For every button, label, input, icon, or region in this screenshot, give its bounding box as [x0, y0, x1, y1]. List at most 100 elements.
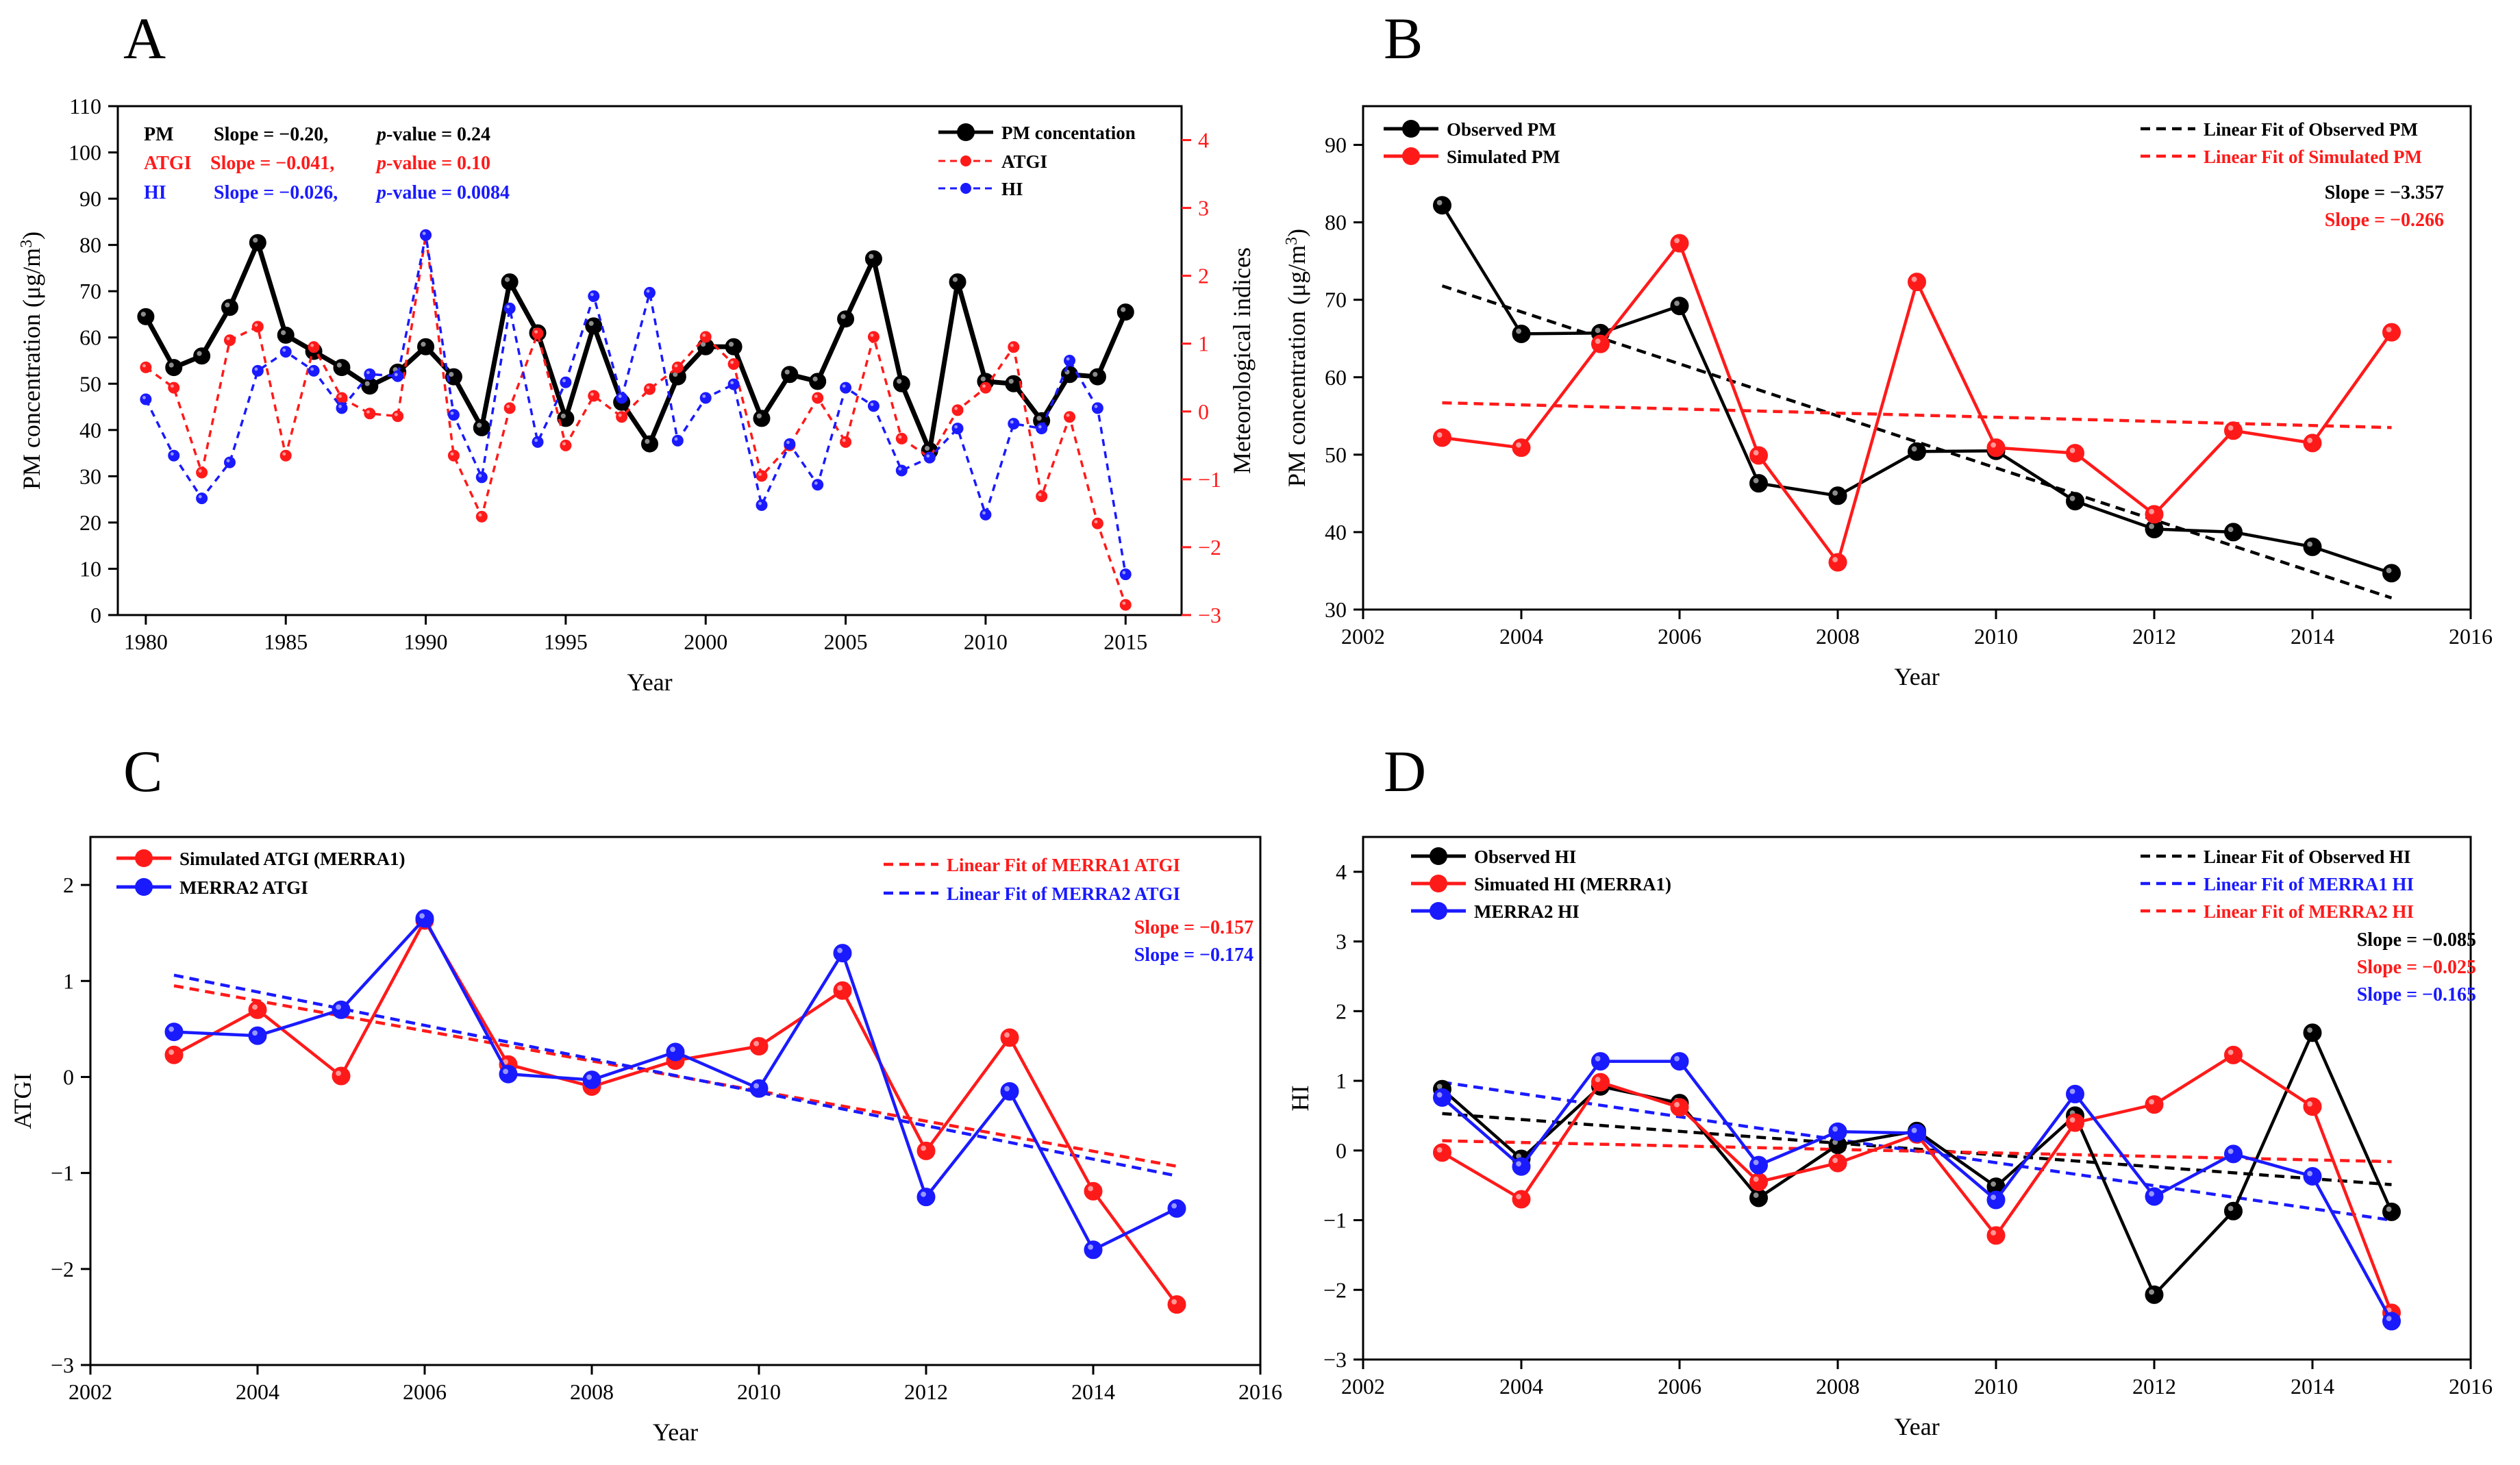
x-tick-label: 2006 [1658, 624, 1701, 649]
series-merra2-hi-point [1829, 1123, 1847, 1140]
series-observed-pm-point [2383, 564, 2401, 582]
series-pm-concentation-point-highlight [1036, 416, 1041, 421]
series-pm-concentation-point [138, 308, 154, 325]
stat-p-label: p [375, 153, 386, 174]
series-simuated-hi-merra1--point-highlight [1991, 1230, 1996, 1236]
x-tick-label: 2016 [2449, 1374, 2493, 1399]
y-tick-label: 30 [1325, 597, 1347, 622]
series-hi-point-highlight [338, 405, 342, 408]
series-simulated-pm-point [1434, 429, 1451, 447]
series-atgi-point-highlight [590, 392, 594, 396]
series-merra2-atgi-point [416, 910, 434, 927]
series-pm-concentation-point [949, 274, 966, 290]
y-tick-label: 40 [79, 418, 101, 442]
series-atgi-point-highlight [814, 395, 818, 398]
legend-label: Simulated PM [1447, 147, 1560, 167]
series-merra2-atgi-point-highlight [1088, 1244, 1093, 1250]
series-merra2-atgi-point [249, 1027, 266, 1044]
series-pm-concentation-point-highlight [813, 377, 818, 381]
series-simulated-atgi-merra1--point [332, 1067, 350, 1085]
series-pm-concentation-point [221, 299, 238, 316]
series-hi-point-highlight [478, 474, 482, 477]
series-atgi-point-highlight [647, 386, 650, 389]
series-hi-point [980, 509, 991, 520]
series-observed-hi-point [2225, 1202, 2243, 1220]
series-merra2-hi-point [1750, 1156, 1768, 1174]
series-simulated-pm-point [2383, 323, 2401, 341]
series-hi-point [169, 450, 179, 461]
x-tick-label: 2004 [1499, 624, 1543, 649]
y-tick-label: 30 [79, 464, 101, 488]
y-tick-label: 2 [1336, 999, 1347, 1023]
x-tick-label: 1990 [404, 629, 448, 654]
series-pm-concentation-point-highlight [1121, 307, 1125, 312]
series-atgi-point [280, 450, 291, 461]
x-tick-label: 2016 [1238, 1379, 1282, 1404]
series-atgi-point-highlight [142, 364, 146, 368]
y-tick-label: 4 [1336, 860, 1347, 884]
series-hi-point-highlight [282, 349, 286, 352]
series-merra2-hi-point-highlight [2386, 1316, 2392, 1321]
series-observed-pm-point [1750, 475, 1768, 492]
y-tick-label: 1 [1198, 331, 1209, 356]
y-tick-label: 2 [63, 873, 74, 897]
series-hi-point [1064, 355, 1075, 366]
series-hi-point [1092, 403, 1103, 414]
y-tick-label: 0 [1336, 1138, 1347, 1163]
y-axis-title: PM concentration (μg/m3) [1283, 229, 1310, 487]
series-hi-line [146, 235, 1125, 574]
y-title-superscript: 3 [1283, 237, 1301, 245]
stat-p-value: -value = 0.10 [386, 153, 490, 174]
series-atgi-point [812, 392, 823, 403]
series-merra2-atgi-point-highlight [419, 913, 425, 918]
series-hi-point [1120, 569, 1131, 580]
x-tick-label: 2014 [2291, 1374, 2334, 1399]
series-simuated-hi-merra1--point-highlight [2307, 1101, 2312, 1107]
series-atgi-point-highlight [506, 405, 510, 408]
y-tick-label: 4 [1198, 128, 1209, 153]
series-pm-concentation-point [418, 338, 434, 355]
series-simulated-pm-point [1987, 439, 2005, 457]
stat-label: HI [144, 182, 166, 203]
series-simulated-atgi-merra1--point [249, 1001, 266, 1018]
series-simulated-pm-point-highlight [1754, 450, 1759, 455]
series-hi-point [588, 290, 599, 301]
series-atgi-point-highlight [871, 334, 874, 337]
series-pm-concentation-point-highlight [337, 362, 342, 367]
series-hi-point [560, 377, 571, 388]
slope-annotation: Slope = −0.266 [2325, 210, 2444, 231]
x-tick-label: 2008 [1816, 1374, 1860, 1399]
x-tick-label: 2010 [1974, 1374, 2018, 1399]
plot-frame [90, 837, 1260, 1365]
series-atgi-point-highlight [619, 414, 622, 417]
series-simulated-atgi-merra1--point-highlight [921, 1146, 926, 1151]
series-hi-point [784, 438, 795, 449]
series-atgi-point-highlight [395, 413, 398, 416]
series-merra2-hi-point [2145, 1188, 2163, 1205]
series-pm-concentation-point [893, 375, 910, 392]
series-atgi-point [504, 403, 515, 414]
series-observed-pm-point [1671, 297, 1688, 315]
series-atgi-point-highlight [451, 452, 454, 455]
x-tick-label: 1980 [124, 629, 168, 654]
x-tick-label: 2000 [684, 629, 727, 654]
slope-annotation: Slope = −3.357 [2325, 182, 2444, 203]
x-tick-label: 2004 [1499, 1374, 1543, 1399]
x-tick-label: 2016 [2449, 624, 2493, 649]
series-observed-pm-point-highlight [2386, 568, 2392, 573]
fit-line [174, 975, 1177, 1176]
series-hi-point [1008, 418, 1019, 429]
series-atgi-point-highlight [366, 410, 370, 414]
series-pm-concentation-point-highlight [729, 342, 734, 347]
series-observed-pm-point [1512, 325, 1530, 342]
x-tick-label: 1995 [544, 629, 588, 654]
series-merra2-hi-point [1987, 1191, 2005, 1209]
series-observed-pm-point-highlight [1595, 328, 1601, 334]
series-simuated-hi-merra1--point [1750, 1173, 1768, 1191]
series-pm-concentation-point-highlight [197, 351, 201, 356]
y-tick-label: 0 [90, 603, 101, 627]
series-simulated-pm-point [1671, 234, 1688, 252]
y-tick-label: −3 [1198, 603, 1221, 627]
series-observed-pm-point [2225, 523, 2243, 541]
series-simulated-atgi-merra1--point [917, 1142, 935, 1160]
